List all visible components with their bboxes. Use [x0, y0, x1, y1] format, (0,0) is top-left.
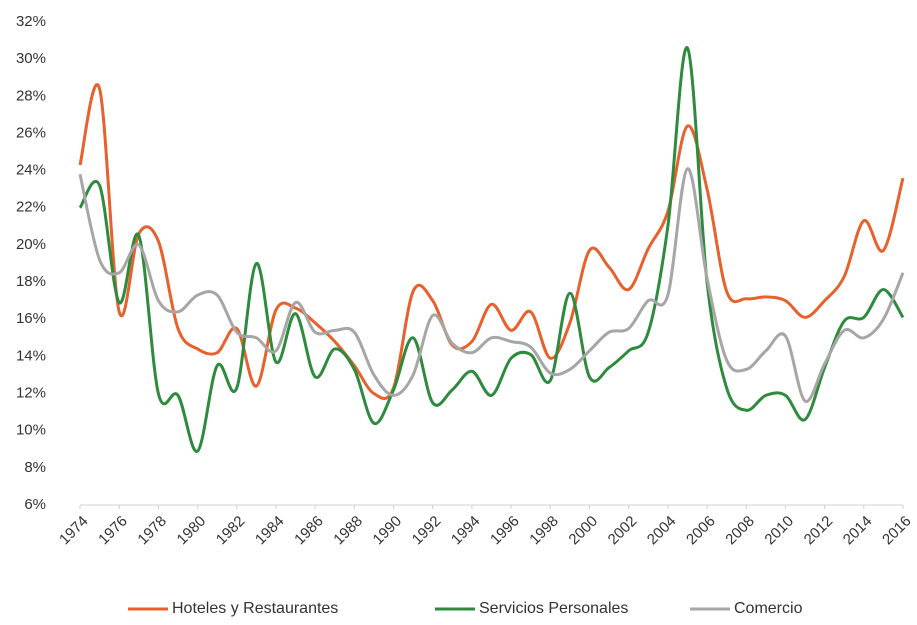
x-tick-label: 1994: [448, 513, 484, 549]
x-tick-label: 1998: [526, 513, 562, 549]
x-tick-label: 1982: [213, 513, 249, 549]
x-tick-label: 2012: [801, 513, 837, 549]
x-tick-label: 2000: [565, 513, 601, 549]
y-tick-label: 6%: [24, 496, 46, 513]
x-tick-label: 1996: [487, 513, 523, 549]
x-tick-label: 2010: [761, 513, 797, 549]
x-tick-label: 2016: [879, 513, 915, 549]
series-line: [78, 83, 905, 401]
y-tick-label: 12%: [16, 385, 46, 402]
x-tick-label: 1984: [252, 513, 288, 549]
x-tick-label: 1992: [409, 513, 445, 549]
x-tick-label: 2004: [644, 513, 680, 549]
series-line: [78, 46, 905, 453]
x-tick-label: 1990: [370, 513, 406, 549]
x-tick-label: 1980: [174, 513, 210, 549]
y-tick-label: 8%: [24, 459, 46, 476]
x-tick-label: 2002: [605, 513, 641, 549]
y-tick-label: 10%: [16, 422, 46, 439]
x-tick-label: 1976: [95, 513, 131, 549]
y-tick-label: 22%: [16, 199, 46, 216]
y-tick-label: 28%: [16, 87, 46, 104]
legend-label: Servicios Personales: [479, 600, 628, 617]
x-tick-label: 2014: [840, 513, 876, 549]
legend-label: Comercio: [734, 600, 803, 617]
y-tick-label: 32%: [16, 13, 46, 30]
y-tick-label: 14%: [16, 347, 46, 364]
y-tick-label: 18%: [16, 273, 46, 290]
x-tick-label: 1974: [56, 513, 92, 549]
y-tick-label: 16%: [16, 310, 46, 327]
x-tick-label: 2008: [722, 513, 758, 549]
x-tick-label: 2006: [683, 513, 719, 549]
x-tick-label: 1978: [134, 513, 170, 549]
legend-label: Hoteles y Restaurantes: [172, 600, 338, 617]
y-tick-label: 30%: [16, 50, 46, 67]
x-tick-label: 1988: [330, 513, 366, 549]
y-tick-label: 24%: [16, 162, 46, 179]
x-tick-label: 1986: [291, 513, 327, 549]
y-tick-label: 26%: [16, 124, 46, 141]
series-line: [78, 167, 905, 403]
legend: Hoteles y Restaurantes Servicios Personal…: [128, 600, 803, 617]
y-tick-label: 20%: [16, 236, 46, 253]
